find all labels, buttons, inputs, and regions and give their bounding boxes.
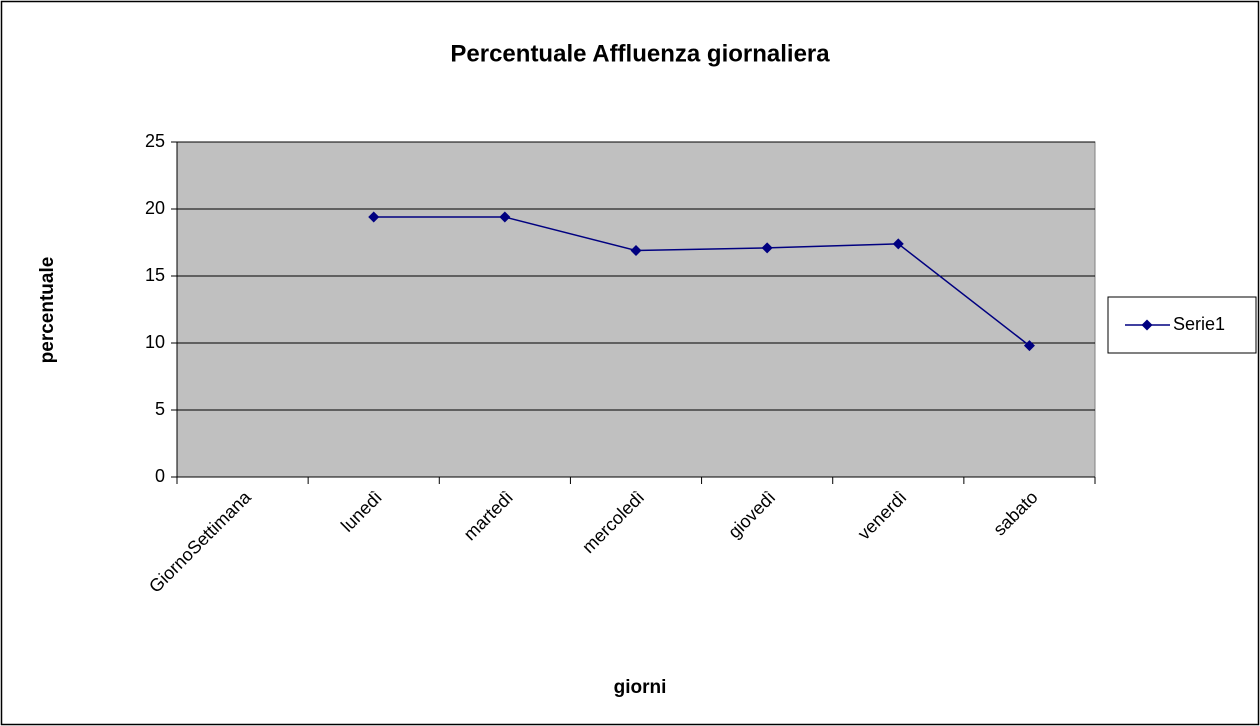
legend-marker — [1141, 319, 1153, 331]
point-marker — [499, 211, 511, 223]
plot-area — [176, 141, 1096, 478]
y-tick-label: 5 — [155, 399, 165, 419]
y-axis-label: percentuale — [37, 257, 58, 364]
series-line — [373, 216, 1030, 347]
y-tick-label: 15 — [145, 265, 165, 285]
y-tick-label: 10 — [145, 332, 165, 352]
x-axis-label: giorni — [614, 677, 667, 698]
y-tick-label: 20 — [145, 198, 165, 218]
point-marker — [630, 245, 642, 257]
y-tick-label: 25 — [145, 131, 165, 151]
legend-label: Serie1 — [1173, 314, 1225, 334]
point-marker — [892, 238, 904, 250]
chart-title: Percentuale Affluenza giornaliera — [450, 40, 830, 67]
point-marker — [368, 211, 380, 223]
point-marker — [1023, 340, 1035, 352]
y-tick-label: 0 — [155, 466, 165, 486]
point-marker — [761, 242, 773, 254]
